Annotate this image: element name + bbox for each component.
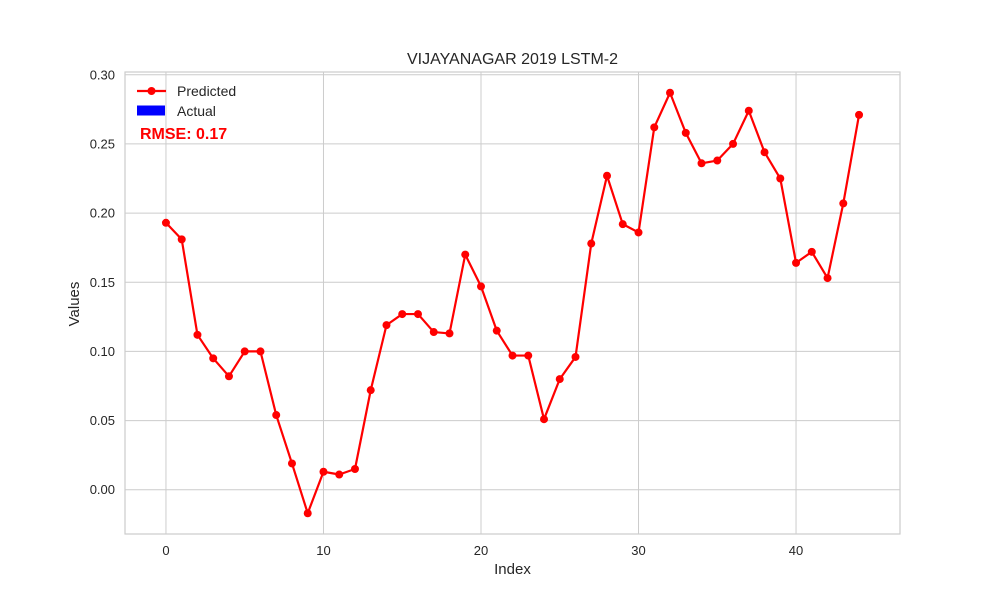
data-point (492, 326, 501, 335)
y-tick-label: 0.25 (90, 136, 115, 151)
x-tick-label: 20 (474, 543, 488, 558)
data-point (697, 159, 706, 168)
y-tick-label: 0.10 (90, 344, 115, 359)
data-point (240, 347, 249, 356)
data-point (256, 347, 265, 356)
data-point (571, 352, 580, 361)
data-point (476, 282, 485, 291)
data-point (760, 148, 769, 157)
data-point (366, 386, 375, 395)
x-tick-label: 0 (162, 543, 169, 558)
legend: Predicted Actual (137, 83, 236, 119)
data-point (335, 470, 344, 479)
data-point (287, 459, 296, 468)
data-point (650, 123, 659, 132)
data-point (807, 247, 816, 256)
data-point (319, 467, 328, 476)
data-point (823, 274, 832, 283)
data-point (666, 88, 675, 97)
data-point (398, 310, 407, 319)
data-point (839, 199, 848, 208)
data-point (350, 464, 359, 473)
data-point (413, 310, 422, 319)
data-point (681, 128, 690, 137)
data-point (303, 509, 312, 518)
y-tick-label: 0.00 (90, 482, 115, 497)
data-point (272, 411, 281, 420)
legend-actual-label: Actual (177, 103, 216, 119)
legend-predicted-marker (147, 87, 156, 95)
data-point (729, 139, 738, 148)
y-tick-label: 0.30 (90, 67, 115, 82)
data-point (744, 106, 753, 115)
data-point (618, 220, 627, 229)
legend-predicted-label: Predicted (177, 83, 236, 99)
data-point (461, 250, 470, 259)
plot-area (125, 72, 900, 534)
data-point (855, 110, 864, 119)
data-point (555, 375, 564, 384)
y-tick-label: 0.05 (90, 413, 115, 428)
data-point (540, 415, 549, 424)
plot-frame (124, 71, 901, 535)
data-point (224, 372, 233, 381)
data-point (193, 330, 202, 339)
x-tick-label: 10 (316, 543, 330, 558)
y-tick-label: 0.15 (90, 275, 115, 290)
y-axis-title: Values (66, 282, 83, 327)
data-point (713, 156, 722, 165)
rmse-annotation: RMSE: 0.17 (140, 126, 227, 143)
data-point (524, 351, 533, 360)
chart-title: VIJAYANAGAR 2019 LSTM-2 (407, 51, 618, 68)
data-point (587, 239, 596, 248)
data-point (445, 329, 454, 338)
data-point (792, 258, 801, 267)
data-point (382, 321, 391, 330)
data-point (776, 174, 785, 183)
x-axis-title: Index (494, 561, 531, 578)
data-point (177, 235, 186, 244)
data-point (634, 228, 643, 237)
y-tick-label: 0.20 (90, 206, 115, 221)
data-point (508, 351, 517, 360)
x-tick-label: 30 (631, 543, 645, 558)
data-point (209, 354, 218, 363)
legend-actual-patch (137, 105, 165, 116)
data-point (429, 328, 438, 337)
data-point (161, 218, 170, 227)
x-tick-label: 40 (789, 543, 803, 558)
data-point (603, 171, 612, 180)
